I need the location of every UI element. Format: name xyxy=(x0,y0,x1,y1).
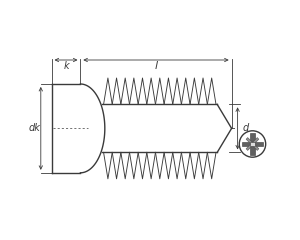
Polygon shape xyxy=(246,143,253,150)
Text: k: k xyxy=(63,61,69,71)
Polygon shape xyxy=(250,144,255,155)
Polygon shape xyxy=(252,138,259,145)
Polygon shape xyxy=(246,138,253,145)
Polygon shape xyxy=(242,142,253,146)
Polygon shape xyxy=(252,143,259,150)
Text: l: l xyxy=(154,61,158,71)
Polygon shape xyxy=(253,142,263,146)
Polygon shape xyxy=(250,142,255,146)
Text: d: d xyxy=(243,123,249,133)
Polygon shape xyxy=(250,133,255,144)
Text: dk: dk xyxy=(28,123,40,133)
